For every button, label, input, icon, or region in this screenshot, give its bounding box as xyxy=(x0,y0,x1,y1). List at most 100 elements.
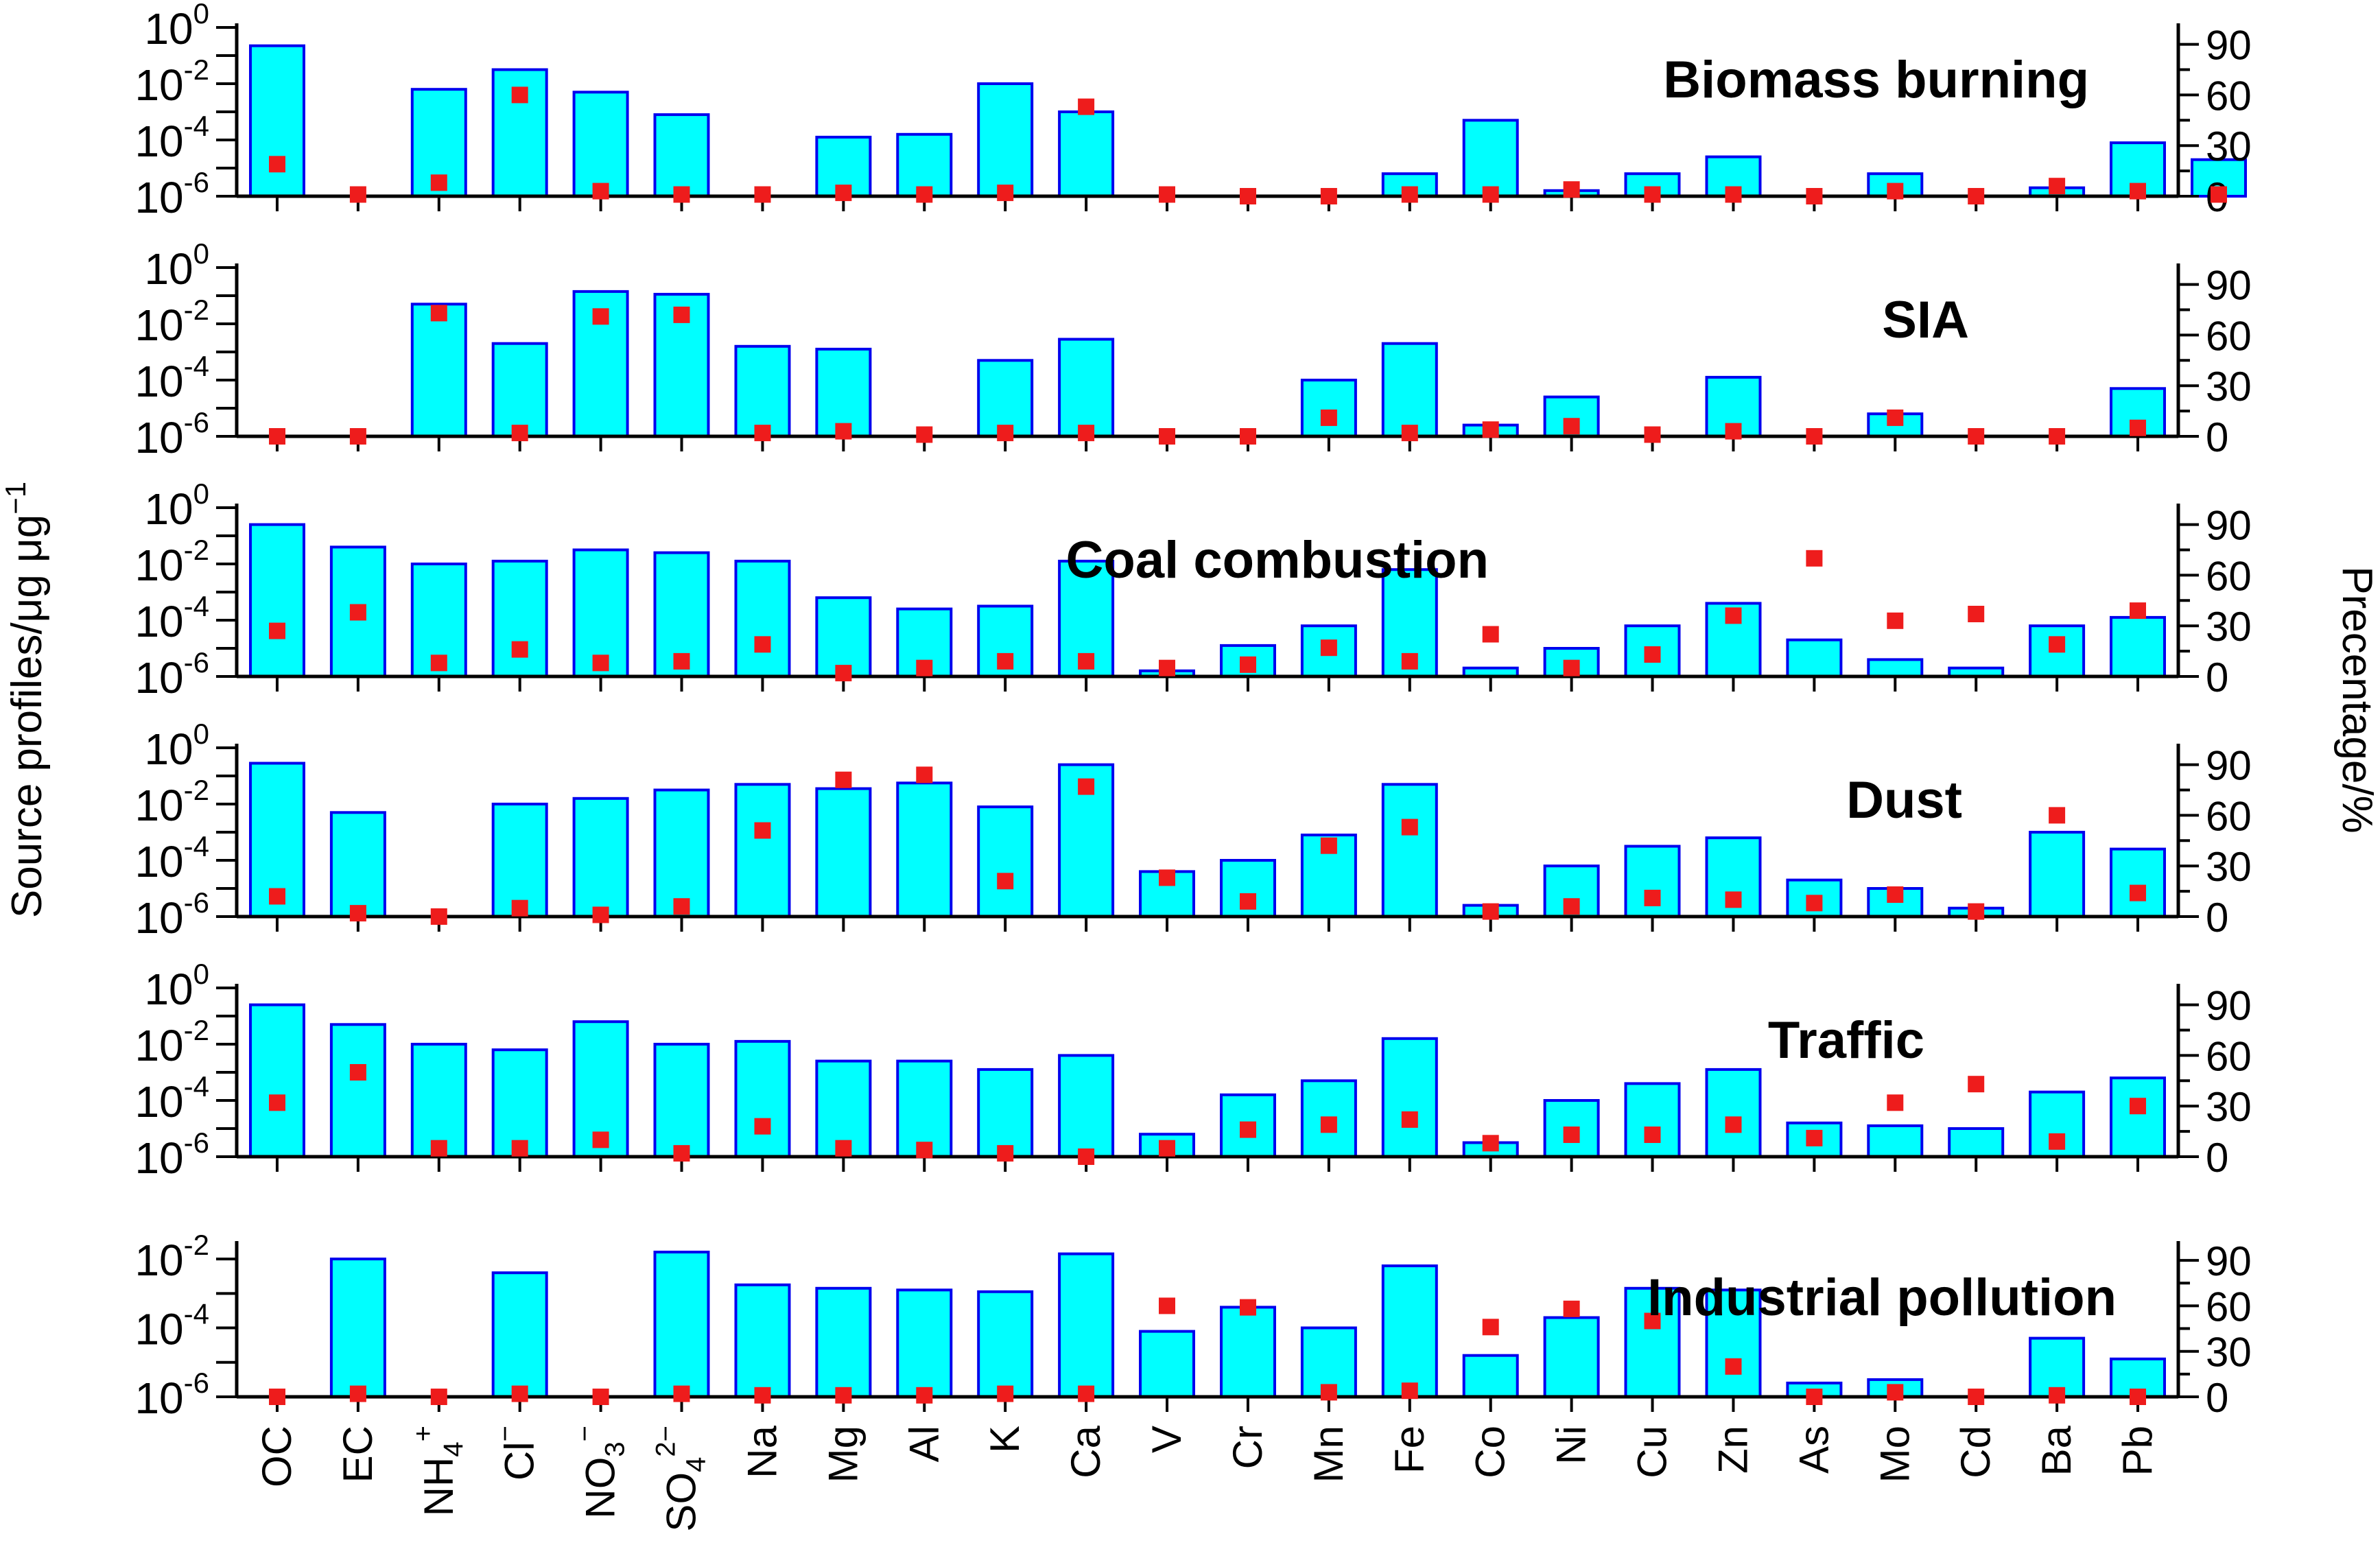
y-tick-base-5-2: 10 xyxy=(134,1373,183,1423)
marker-0-18 xyxy=(1725,186,1742,203)
y-tick-base-3-3: 10 xyxy=(134,893,183,943)
marker-0-0 xyxy=(269,156,285,173)
category-label-21: Cd xyxy=(1953,1426,1999,1478)
marker-1-14 xyxy=(1401,425,1418,442)
y-tick-label-right-2-3: 90 xyxy=(2206,503,2252,549)
bar-2-23 xyxy=(2110,615,2166,679)
marker-0-1 xyxy=(349,186,366,203)
bar-4-2 xyxy=(410,1043,467,1158)
marker-1-17 xyxy=(1644,426,1661,443)
category-sub-2: 4 xyxy=(438,1441,469,1456)
y-tick-exp-2-2: -4 xyxy=(184,590,209,622)
bar-4-1 xyxy=(329,1023,386,1159)
category-label-19: As xyxy=(1791,1426,1837,1474)
y-tick-label-right-5-1: 30 xyxy=(2206,1330,2252,1376)
marker-5-0 xyxy=(269,1389,285,1405)
category-base-22: Ba xyxy=(2034,1425,2079,1476)
category-base-10: Ca xyxy=(1063,1425,1109,1478)
y-tick-label-left-0-2: 10-4 xyxy=(134,110,209,166)
category-base-2: NH xyxy=(416,1457,462,1517)
marker-3-23 xyxy=(2130,884,2146,901)
marker-2-4 xyxy=(592,654,609,672)
marker-5-17 xyxy=(1644,1312,1661,1330)
marker-5-14 xyxy=(1401,1382,1418,1400)
marker-5-1 xyxy=(349,1385,366,1402)
marker-2-7 xyxy=(835,665,852,682)
marker-2-17 xyxy=(1644,646,1661,663)
y-tick-exp-0-0: 0 xyxy=(193,0,209,30)
category-sub-4: 3 xyxy=(600,1441,631,1456)
y-tick-base-4-2: 10 xyxy=(134,1077,183,1127)
bar-5-6 xyxy=(734,1283,791,1399)
marker-4-1 xyxy=(349,1064,366,1081)
marker-2-12 xyxy=(1240,656,1256,673)
marker-0-11 xyxy=(1159,186,1175,203)
y-tick-label-right-2-1: 30 xyxy=(2206,604,2252,650)
category-label-23: Pb xyxy=(2114,1426,2160,1476)
category-label-14: Fe xyxy=(1387,1426,1433,1474)
y-tick-label-left-2-3: 10-6 xyxy=(134,646,209,703)
category-base-16: Ni xyxy=(1548,1426,1594,1465)
bar-2-19 xyxy=(1786,638,1843,679)
category-base-11: V xyxy=(1144,1426,1190,1453)
marker-4-8 xyxy=(916,1142,933,1159)
y-tick-label-left-4-3: 10-6 xyxy=(134,1127,209,1183)
marker-3-16 xyxy=(1563,898,1580,915)
y-tick-base-3-0: 10 xyxy=(144,724,193,774)
y-tick-label-right-1-0: 0 xyxy=(2206,414,2228,460)
category-base-12: Cr xyxy=(1225,1426,1271,1469)
bar-3-8 xyxy=(896,781,953,919)
marker-3-7 xyxy=(835,771,852,788)
marker-2-0 xyxy=(269,622,285,639)
marker-0-22 xyxy=(2049,178,2066,195)
marker-2-19 xyxy=(1806,550,1823,567)
marker-2-15 xyxy=(1482,626,1499,643)
marker-1-5 xyxy=(673,306,690,323)
marker-3-5 xyxy=(673,898,690,915)
marker-2-2 xyxy=(430,654,447,672)
bar-4-14 xyxy=(1381,1037,1438,1159)
marker-1-3 xyxy=(511,425,528,442)
y-tick-base-0-3: 10 xyxy=(134,173,183,222)
y-tick-base-2-2: 10 xyxy=(134,597,183,646)
category-base-8: Al xyxy=(901,1426,947,1462)
y-tick-label-right-1-1: 30 xyxy=(2206,364,2252,410)
marker-5-21 xyxy=(1968,1389,1985,1405)
marker-2-3 xyxy=(511,641,528,658)
category-sup-5: 2− xyxy=(651,1426,681,1457)
category-label-1: EC xyxy=(335,1426,381,1483)
marker-5-3 xyxy=(511,1385,528,1402)
bar-2-20 xyxy=(1867,658,1924,679)
bar-0-15 xyxy=(1462,119,1519,198)
marker-0-16 xyxy=(1563,181,1580,198)
marker-5-9 xyxy=(997,1385,1014,1402)
bar-1-16 xyxy=(1543,395,1600,438)
marker-0-12 xyxy=(1240,188,1256,204)
y-tick-label-right-2-2: 60 xyxy=(2206,553,2252,599)
marker-5-5 xyxy=(673,1385,690,1402)
marker-4-17 xyxy=(1644,1127,1661,1143)
category-label-9: K xyxy=(982,1426,1028,1453)
y-tick-exp-4-1: -2 xyxy=(184,1014,209,1046)
bar-3-3 xyxy=(491,803,548,918)
marker-3-8 xyxy=(916,766,933,783)
bar-4-3 xyxy=(491,1048,548,1158)
marker-2-22 xyxy=(2049,636,2066,653)
marker-1-6 xyxy=(754,425,771,442)
marker-1-23 xyxy=(2130,419,2146,436)
marker-4-4 xyxy=(592,1131,609,1148)
marker-0-19 xyxy=(1806,188,1823,204)
bar-4-17 xyxy=(1624,1082,1681,1159)
marker-5-22 xyxy=(2049,1387,2066,1404)
marker-3-2 xyxy=(430,908,447,925)
marker-4-6 xyxy=(754,1118,771,1135)
bar-5-5 xyxy=(653,1251,710,1398)
marker-1-1 xyxy=(349,428,366,445)
marker-1-19 xyxy=(1806,428,1823,445)
marker-0-24 xyxy=(2211,186,2227,203)
y-tick-label-left-5-0: 10-2 xyxy=(134,1229,209,1285)
y-tick-base-0-2: 10 xyxy=(134,117,183,166)
y-tick-label-left-2-1: 10-2 xyxy=(134,534,209,590)
